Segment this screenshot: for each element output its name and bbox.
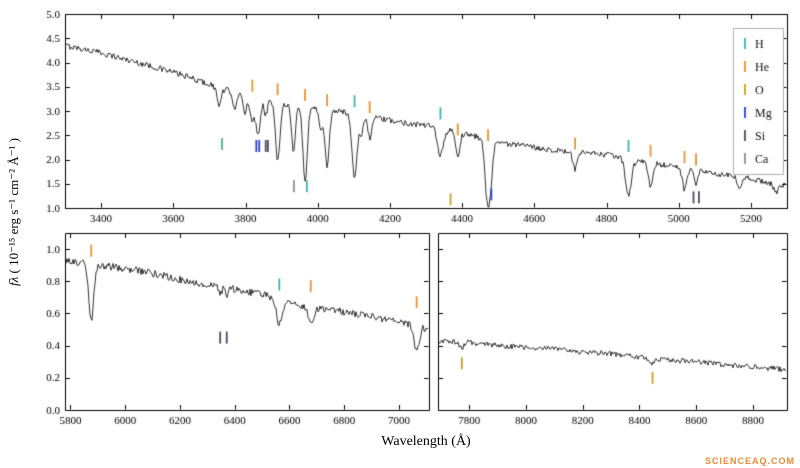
x-axis-label: Wavelength (Å) (381, 434, 471, 449)
y-axis-label: fλ ( 10⁻¹⁵ erg s⁻¹ cm⁻² Å⁻¹ ) (6, 2, 22, 422)
watermark: SCIENCEAQ.COM (704, 456, 795, 466)
flux-symbol: fλ (6, 276, 21, 286)
flux-units: ( 10⁻¹⁵ erg s⁻¹ cm⁻² Å⁻¹ ) (6, 138, 21, 277)
